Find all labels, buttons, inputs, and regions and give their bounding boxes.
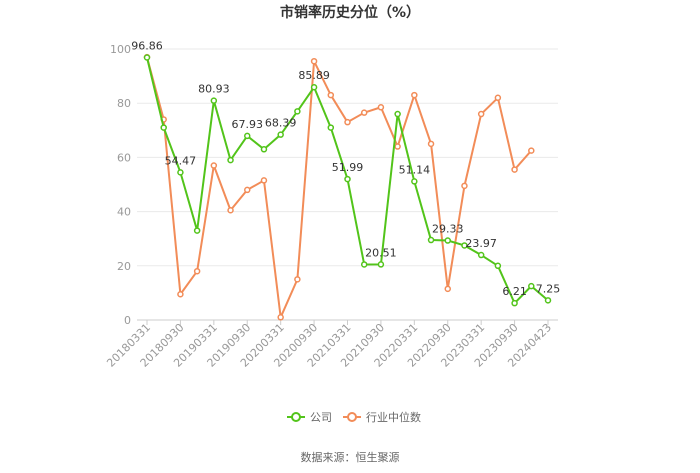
data-point (544, 297, 552, 304)
data-point (444, 285, 451, 293)
data-point (310, 57, 318, 65)
data-point (344, 118, 351, 126)
data-point (327, 124, 335, 131)
legend-label: 行业中位数 (366, 410, 421, 424)
legend[interactable]: 公司 行业中位数 (287, 410, 421, 424)
y-tick-label: 0 (124, 314, 131, 327)
y-tick-label: 60 (117, 151, 131, 164)
chart-title: 市销率历史分位（%） (280, 4, 420, 21)
data-label: 54.47 (165, 154, 197, 167)
data-point (227, 206, 234, 214)
legend-marker (291, 412, 301, 422)
x-axis-ticks: 2018033120180930201903312019093020200331… (104, 320, 554, 370)
data-point (193, 267, 201, 275)
data-point (244, 186, 251, 194)
y-tick-label: 80 (117, 97, 131, 110)
data-point (210, 162, 218, 169)
data-label: 85.89 (298, 69, 330, 82)
data-point (427, 140, 435, 148)
data-point (244, 132, 251, 140)
data-point (177, 291, 184, 298)
data-point (377, 261, 385, 268)
data-point (528, 282, 535, 290)
data-label: 80.93 (198, 83, 230, 96)
data-label: 51.99 (332, 161, 364, 174)
data-label: 7.25 (536, 282, 561, 295)
data-point (461, 242, 468, 249)
y-tick-label: 100 (110, 43, 131, 56)
data-point (360, 109, 368, 116)
legend-item[interactable]: 行业中位数 (343, 410, 421, 424)
data-point (143, 54, 151, 61)
y-tick-label: 20 (117, 260, 131, 273)
data-labels: 96.86 54.47 80.93 67.93 68.39 85.89 51.99 20.51… (131, 40, 560, 299)
data-label: 6.21 (502, 285, 527, 298)
data-point (277, 314, 284, 321)
data-point (411, 178, 418, 185)
data-point (210, 97, 218, 104)
data-point (461, 182, 468, 190)
data-point (193, 227, 201, 234)
series-line-1 (146, 56, 533, 319)
data-point (477, 110, 485, 118)
series-layer (143, 53, 552, 321)
data-point (260, 177, 268, 184)
data-label: 96.86 (131, 40, 163, 53)
source-note: 数据来源：恒生聚源 (301, 450, 400, 464)
data-point (394, 110, 401, 118)
y-axis-ticks: 0 20 40 60 80 100 (110, 43, 131, 327)
data-point (477, 251, 485, 259)
data-point (394, 143, 401, 150)
data-point (494, 262, 502, 270)
data-point (294, 108, 301, 115)
data-label: 67.93 (232, 118, 264, 131)
data-point (294, 276, 301, 283)
data-point (511, 299, 518, 307)
data-point (344, 175, 351, 183)
data-label: 68.39 (265, 117, 297, 130)
data-label: 51.14 (399, 163, 431, 176)
data-point (310, 83, 318, 91)
data-point (227, 156, 234, 164)
data-point (160, 124, 167, 131)
data-point (177, 169, 184, 176)
data-point (411, 91, 418, 99)
data-point (511, 166, 518, 173)
data-point (277, 131, 284, 138)
data-label: 23.97 (465, 237, 497, 250)
data-point (528, 147, 535, 154)
data-point (427, 236, 435, 244)
data-label: 20.51 (365, 246, 397, 259)
data-point (444, 237, 451, 244)
data-point (327, 91, 335, 99)
legend-marker (347, 412, 357, 422)
y-tick-label: 40 (117, 206, 131, 219)
data-point (260, 146, 268, 153)
legend-label: 公司 (310, 411, 332, 424)
data-label: 29.33 (432, 223, 464, 236)
data-point (377, 104, 385, 111)
data-point (360, 261, 368, 268)
data-point (494, 94, 502, 102)
legend-item[interactable]: 公司 (287, 411, 332, 424)
